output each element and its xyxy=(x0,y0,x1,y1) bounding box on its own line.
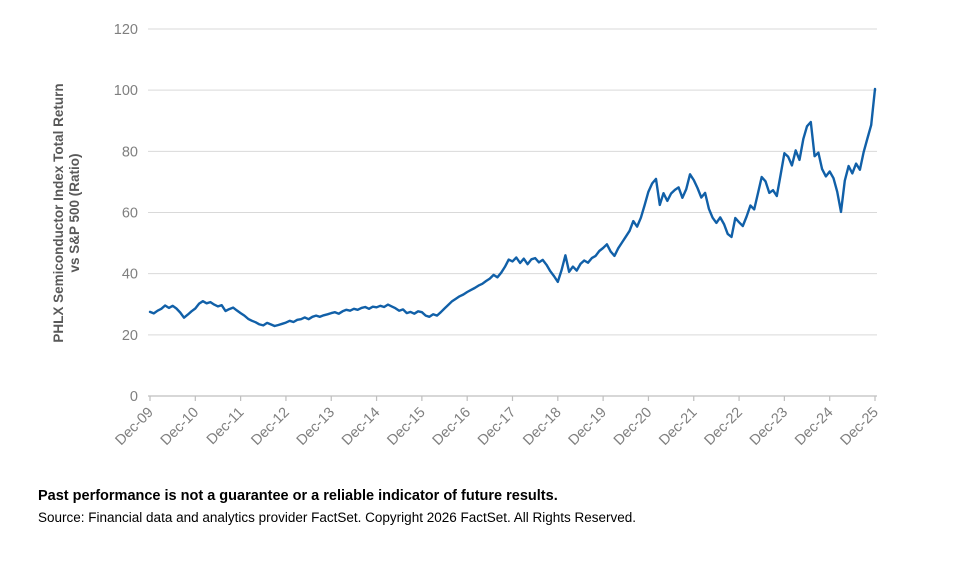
x-tick-label-Dec-16: Dec-16 xyxy=(430,405,474,449)
disclaimer-text: Past performance is not a guarantee or a… xyxy=(38,488,558,504)
y-tick-label-60: 60 xyxy=(122,206,138,222)
y-tick-label-100: 100 xyxy=(114,83,138,99)
y-axis-tick-labels: 0 20 40 60 80 100 120 xyxy=(114,22,138,405)
x-tick-label-Dec-11: Dec-11 xyxy=(204,405,248,449)
x-axis-tick-labels: Dec-09 Dec-10 Dec-11 Dec-12 Dec-13 Dec-14 Dec-… xyxy=(112,405,881,449)
y-axis-title-line2: vs S&P 500 (Ratio) xyxy=(67,153,82,272)
x-tick-label-Dec-25: Dec-25 xyxy=(837,405,881,449)
x-axis xyxy=(148,395,877,401)
x-tick-label-Dec-17: Dec-17 xyxy=(475,405,519,449)
gridlines xyxy=(148,28,877,336)
y-tick-label-120: 120 xyxy=(114,22,138,38)
footer: Past performance is not a guarantee or a… xyxy=(38,487,938,527)
x-tick-label-Dec-21: Dec-21 xyxy=(656,405,700,449)
x-tick-label-Dec-12: Dec-12 xyxy=(248,405,292,449)
chart-canvas: 0 20 40 60 80 100 120 Dec-09 Dec-10 Dec-11 Dec-12… xyxy=(51,22,882,449)
semiconductor-ratio-chart: 0 20 40 60 80 100 120 Dec-09 Dec-10 Dec-11 Dec-12… xyxy=(51,22,882,449)
x-tick-label-Dec-22: Dec-22 xyxy=(702,405,746,449)
x-tick-label-Dec-10: Dec-10 xyxy=(158,405,202,449)
y-tick-label-80: 80 xyxy=(122,144,138,160)
y-tick-label-40: 40 xyxy=(122,267,138,283)
x-tick-label-Dec-19: Dec-19 xyxy=(566,405,610,449)
y-axis-title-line1: PHLX Semiconductor Index Total Return xyxy=(51,83,66,342)
x-tick-label-Dec-14: Dec-14 xyxy=(339,405,383,449)
x-tick-label-Dec-20: Dec-20 xyxy=(611,405,655,449)
x-tick-label-Dec-24: Dec-24 xyxy=(792,405,836,449)
source-text: Source: Financial data and analytics pro… xyxy=(38,510,637,525)
x-tick-label-Dec-09: Dec-09 xyxy=(112,405,156,449)
x-tick-label-Dec-13: Dec-13 xyxy=(294,405,338,449)
data-series-line xyxy=(148,87,877,328)
x-tick-label-Dec-18: Dec-18 xyxy=(520,405,564,449)
y-tick-label-20: 20 xyxy=(122,328,138,344)
x-tick-label-Dec-15: Dec-15 xyxy=(384,405,428,449)
y-tick-label-0: 0 xyxy=(130,389,138,405)
x-tick-label-Dec-23: Dec-23 xyxy=(747,405,791,449)
